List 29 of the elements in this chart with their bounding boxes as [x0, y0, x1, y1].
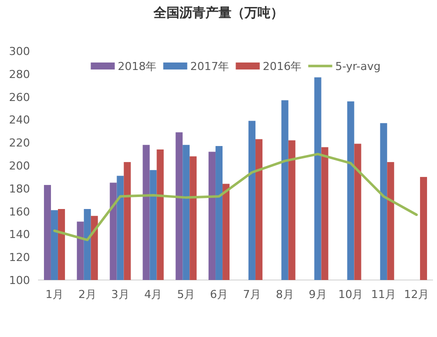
y-tick-label: 140 — [9, 228, 30, 242]
y-tick-label: 300 — [9, 45, 30, 58]
x-tick-label: 3月 — [111, 288, 130, 301]
y-tick-label: 240 — [9, 114, 30, 127]
x-tick-label: 4月 — [144, 288, 162, 301]
x-tick-label: 5月 — [177, 288, 196, 301]
x-tick-label: 6月 — [210, 288, 228, 301]
x-tick-label: 7月 — [242, 288, 261, 301]
x-tick-label: 10月 — [338, 288, 364, 301]
y-tick-label: 100 — [9, 274, 30, 287]
x-tick-label: 12月 — [404, 288, 430, 301]
y-tick-label: 260 — [9, 90, 30, 104]
legend-label: 2016年 — [262, 60, 302, 73]
legend-label: 5-yr-avg — [335, 60, 381, 73]
legend-label: 2018年 — [118, 60, 157, 73]
x-tick-label: 1月 — [45, 288, 64, 301]
x-tick-label: 11月 — [371, 288, 396, 301]
x-tick-label: 8月 — [276, 288, 294, 301]
line-series — [53, 152, 418, 242]
x-tick-label: 2月 — [78, 288, 96, 301]
y-tick-label: 200 — [9, 160, 30, 172]
y-tick-label: 220 — [9, 136, 30, 150]
y-tick-label: 160 — [9, 205, 30, 218]
y-tick-label: 280 — [9, 68, 30, 81]
legend-label: 2017年 — [190, 60, 230, 73]
x-tick-label: 9月 — [308, 288, 327, 301]
y-tick-label: 180 — [9, 182, 30, 196]
y-tick-label: 120 — [9, 251, 30, 264]
chart-title: 全国沥青产量（万吨） — [152, 5, 284, 21]
